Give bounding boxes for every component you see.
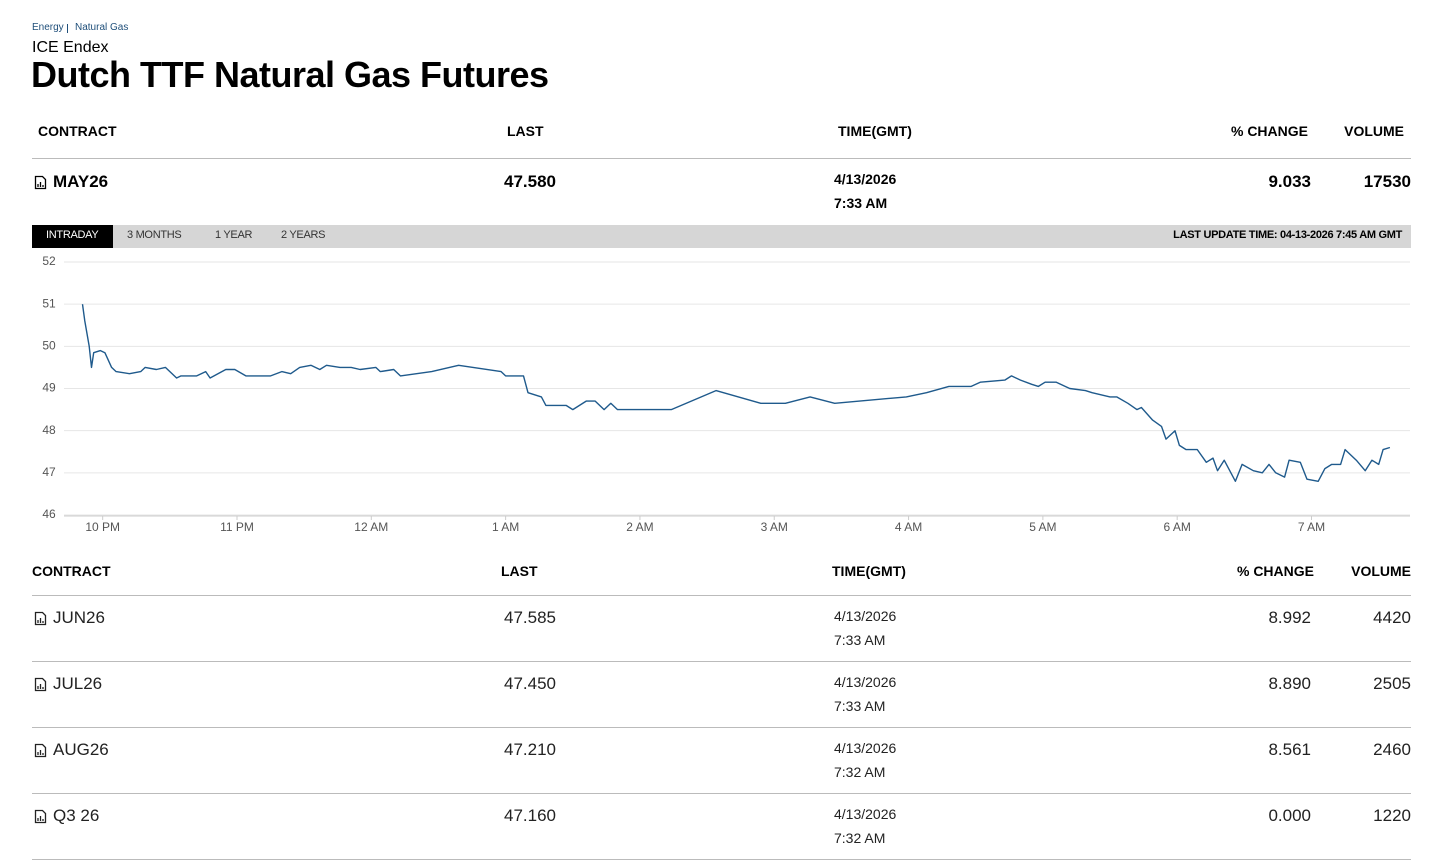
trade-time: 7:33 AM <box>834 698 886 714</box>
percent-change: 8.561 <box>1268 740 1311 759</box>
range-tab[interactable]: 3 MONTHS <box>127 229 182 241</box>
divider <box>32 793 1411 794</box>
range-tab[interactable]: INTRADAY <box>46 229 99 241</box>
column-header: % CHANGE <box>1236 563 1314 579</box>
x-tick-label: 2 AM <box>626 520 653 534</box>
x-tick-label: 12 AM <box>354 520 388 534</box>
trade-time: 7:32 AM <box>834 764 886 780</box>
x-tick-label: 6 AM <box>1164 520 1191 534</box>
column-header: % CHANGE <box>1230 123 1308 139</box>
x-tick-label: 1 AM <box>492 520 519 534</box>
y-tick-label: 52 <box>42 254 56 268</box>
x-tick-label: 10 PM <box>85 520 120 534</box>
exchange: ICE Endex <box>32 39 109 56</box>
contract-link[interactable]: Q3 26 <box>53 806 100 825</box>
volume: 1220 <box>1373 806 1411 825</box>
column-header: LAST <box>501 563 538 579</box>
chart-icon[interactable] <box>34 743 47 758</box>
contract-link[interactable]: MAY26 <box>53 172 109 191</box>
chart-icon[interactable] <box>34 809 47 824</box>
volume: 17530 <box>1363 172 1411 191</box>
last-price: 47.450 <box>504 674 556 693</box>
contract-link[interactable]: JUN26 <box>53 608 105 627</box>
y-tick-label: 48 <box>42 423 56 437</box>
column-header: LAST <box>507 123 544 139</box>
chart-icon[interactable] <box>34 175 47 190</box>
trade-time: 7:33 AM <box>834 632 886 648</box>
last-price: 47.210 <box>504 740 556 759</box>
volume: 4420 <box>1373 608 1411 627</box>
last-update: LAST UPDATE TIME: 04-13-2026 7:45 AM GMT <box>1173 229 1402 241</box>
y-tick-label: 49 <box>42 381 56 395</box>
last-price: 47.580 <box>504 172 556 191</box>
price-line <box>81 304 1391 483</box>
column-header: CONTRACT <box>32 563 111 579</box>
y-tick-label: 47 <box>42 465 56 479</box>
divider <box>32 727 1411 728</box>
trade-time: 7:32 AM <box>834 830 886 846</box>
percent-change: 8.890 <box>1268 674 1311 693</box>
x-tick-label: 7 AM <box>1298 520 1325 534</box>
trade-date: 4/13/2026 <box>834 171 897 187</box>
contract-link[interactable]: AUG26 <box>53 740 109 759</box>
column-header: CONTRACT <box>38 123 117 139</box>
x-tick-label: 5 AM <box>1029 520 1056 534</box>
chart-icon[interactable] <box>34 611 47 626</box>
divider <box>32 661 1411 662</box>
x-tick-label: 3 AM <box>761 520 788 534</box>
column-header: VOLUME <box>1344 123 1404 139</box>
y-tick-label: 50 <box>42 339 56 353</box>
chart-icon[interactable] <box>34 677 47 692</box>
divider <box>32 158 1411 159</box>
column-header: TIME(GMT) <box>832 563 906 579</box>
trade-date: 4/13/2026 <box>834 806 897 822</box>
trade-date: 4/13/2026 <box>834 674 897 690</box>
last-price: 47.585 <box>504 608 556 627</box>
breadcrumb-link[interactable]: Energy <box>32 22 64 33</box>
breadcrumb-link[interactable]: Natural Gas <box>75 22 129 33</box>
trade-date: 4/13/2026 <box>834 740 897 756</box>
y-tick-label: 51 <box>42 296 56 310</box>
percent-change: 0.000 <box>1268 806 1311 825</box>
divider <box>32 859 1411 860</box>
active-tab-bg <box>32 225 113 248</box>
page-title: Dutch TTF Natural Gas Futures <box>31 54 549 95</box>
percent-change: 8.992 <box>1268 608 1311 627</box>
chart: 46 47 48 49 50 51 52 10 PM 11 PM 12 AM 1 AM 2 AM 3 A… <box>42 254 1410 534</box>
volume: 2460 <box>1373 740 1411 759</box>
contract-link[interactable]: JUL26 <box>53 674 103 693</box>
trade-time: 7:33 AM <box>834 195 888 211</box>
breadcrumb-separator <box>67 24 68 33</box>
divider <box>32 595 1411 596</box>
x-tick-label: 11 PM <box>220 520 254 534</box>
column-header: TIME(GMT) <box>838 123 912 139</box>
tab-bar <box>32 225 1411 248</box>
column-header: VOLUME <box>1351 563 1411 579</box>
percent-change: 9.033 <box>1268 172 1311 191</box>
range-tab[interactable]: 2 YEARS <box>281 229 326 241</box>
x-tick-label: 4 AM <box>895 520 922 534</box>
range-tab[interactable]: 1 YEAR <box>215 229 253 241</box>
volume: 2505 <box>1373 674 1411 693</box>
last-price: 47.160 <box>504 806 556 825</box>
y-tick-label: 46 <box>42 507 56 521</box>
trade-date: 4/13/2026 <box>834 608 897 624</box>
